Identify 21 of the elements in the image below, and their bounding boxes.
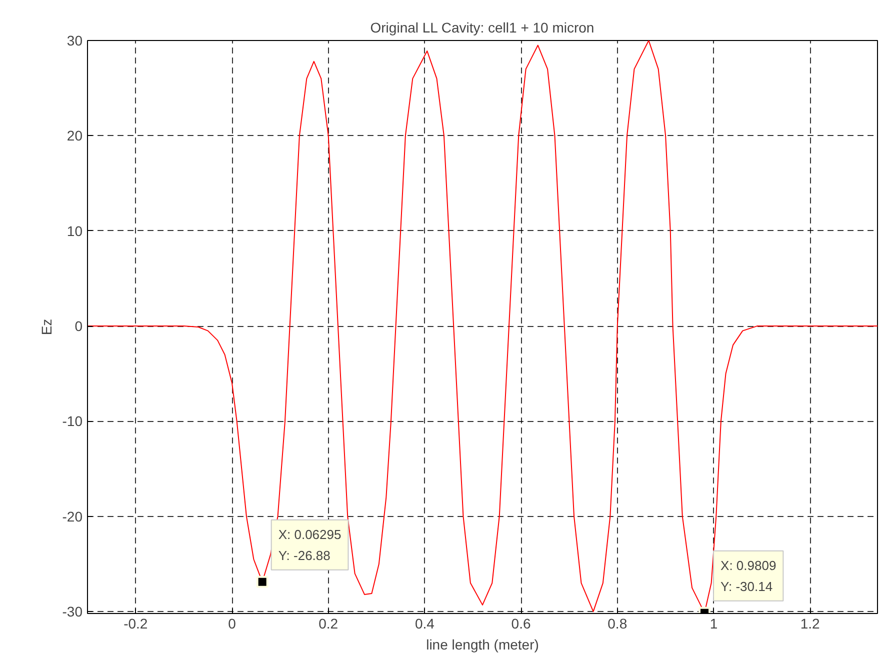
annotation: X: 0.06295 Y: -26.88 xyxy=(278,526,342,563)
y-tick-label: -20 xyxy=(62,508,83,524)
x-tick-label: 0.8 xyxy=(608,616,628,632)
x-axis-title: line length (meter) xyxy=(426,636,539,652)
x-tick-label: 0.2 xyxy=(318,616,338,632)
x-tick-label: 0.6 xyxy=(511,616,531,632)
x-tick-label: 1.2 xyxy=(800,616,820,632)
y-tick-label: -10 xyxy=(62,413,83,430)
y-tick-label: 20 xyxy=(66,128,83,144)
line-series xyxy=(88,40,878,614)
y-tick-label: 0 xyxy=(74,318,83,334)
chart-title: Original LL Cavity: cell1 + 10 micron xyxy=(370,20,594,36)
annotation: X: 0.9809 Y: -30.14 xyxy=(720,558,776,594)
x-tick-label: 0.4 xyxy=(414,616,435,632)
y-tick-label: 10 xyxy=(66,222,83,239)
y-axis-title: Ez xyxy=(38,318,54,336)
x-tick-label: -0.2 xyxy=(124,616,148,632)
y-tick-label: -30 xyxy=(62,604,83,620)
x-tick-label: 0 xyxy=(228,616,236,632)
x-tick-label: 1 xyxy=(710,616,718,632)
y-tick-label: 30 xyxy=(66,32,83,48)
